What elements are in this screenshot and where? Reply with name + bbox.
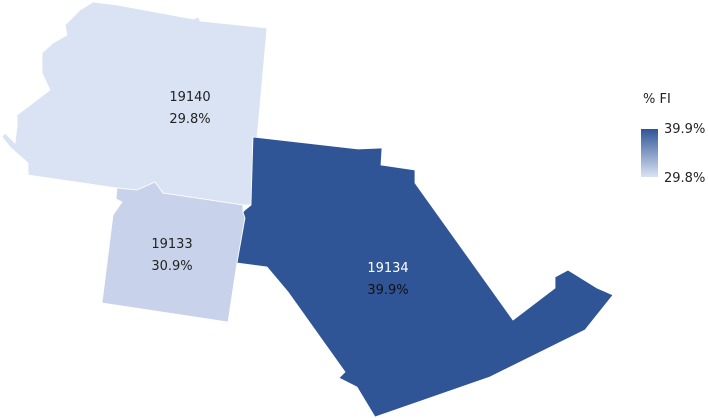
legend-min: 29.8% xyxy=(664,171,706,186)
region-label-value: 29.8% xyxy=(169,112,210,127)
region-label-value: 39.9% xyxy=(367,283,408,298)
region-label-zip: 19134 xyxy=(367,261,408,276)
legend-max: 39.9% xyxy=(664,122,706,137)
legend-color-bar xyxy=(641,129,658,177)
region-19140[interactable] xyxy=(1,1,268,206)
region-label-zip: 19133 xyxy=(151,237,192,252)
region-19134[interactable] xyxy=(236,136,614,418)
legend-title: % FI xyxy=(643,92,671,107)
region-19133[interactable] xyxy=(101,181,246,323)
region-label-value: 30.9% xyxy=(151,259,192,274)
region-label-zip: 19140 xyxy=(169,90,210,105)
